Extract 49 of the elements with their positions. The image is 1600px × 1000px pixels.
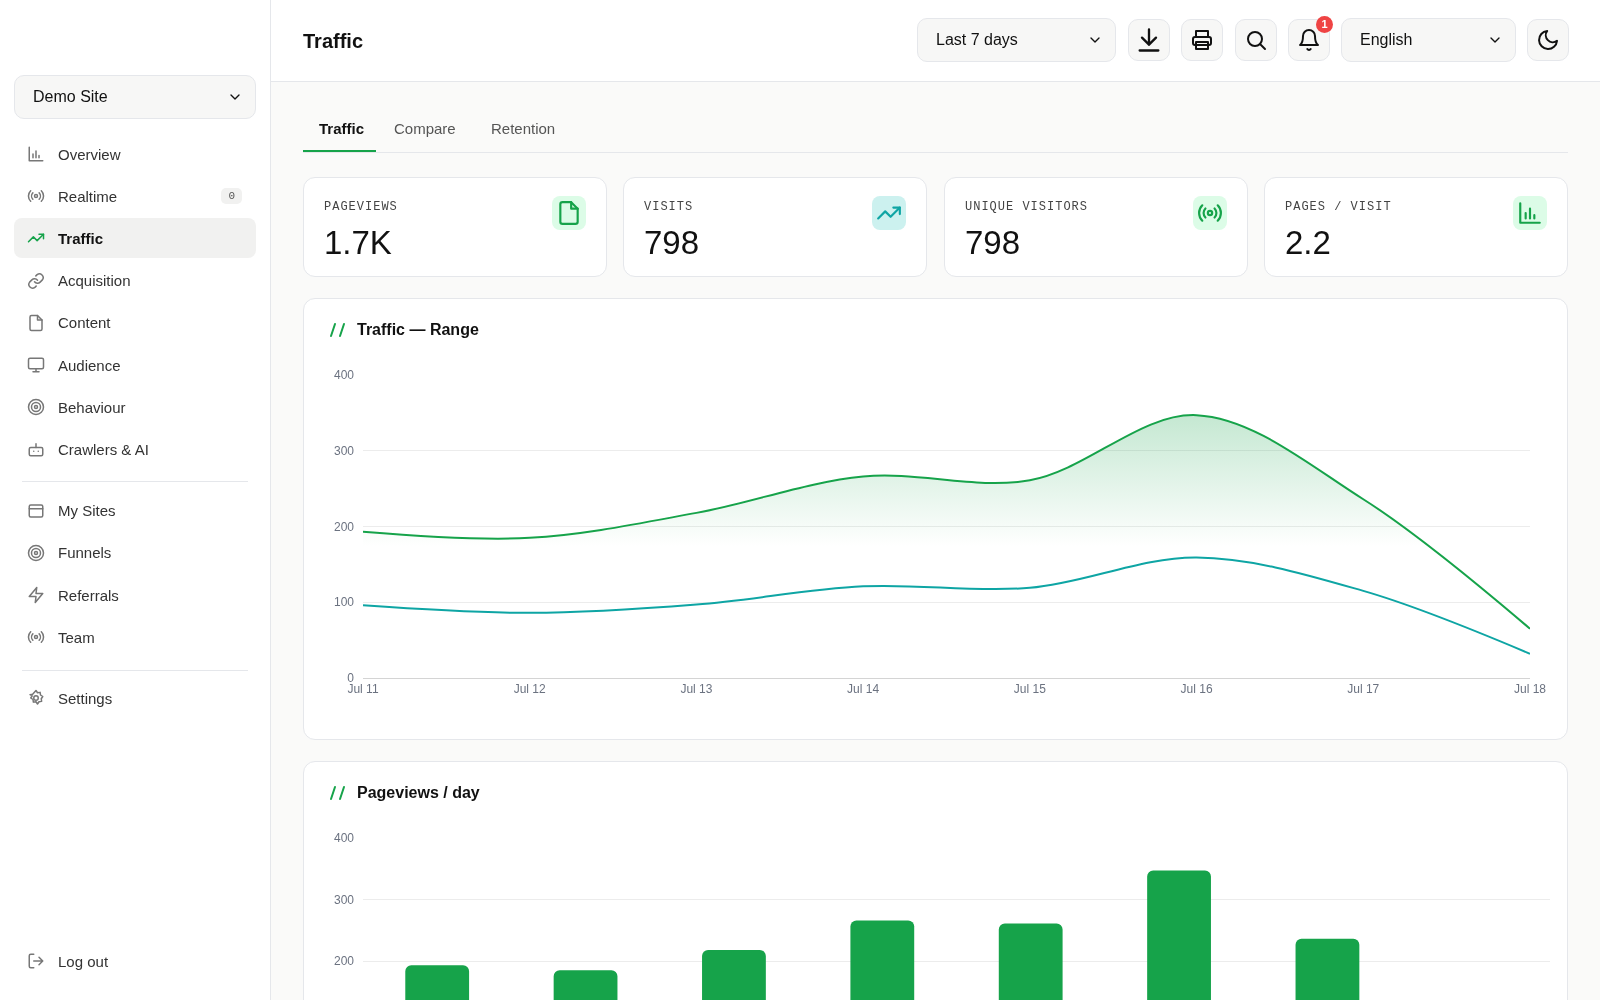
text: PAGES / VISIT	[1285, 200, 1392, 214]
text: Demo Site	[33, 88, 108, 106]
text: Traffic	[319, 120, 365, 137]
x-tick-label: Jul 15	[1013, 682, 1047, 697]
text: Team	[58, 628, 95, 646]
text: Content	[58, 314, 111, 332]
y-tick-label: 300	[333, 443, 355, 458]
y-tick-label: 200	[333, 519, 355, 534]
text: Traffic	[58, 229, 104, 247]
text: Acquisition	[58, 272, 131, 290]
y-tick-label: 100	[333, 595, 355, 610]
x-tick-label: Jul 16	[1180, 682, 1213, 697]
x-tick-label: Jul 13	[680, 682, 713, 697]
y-tick-label: 400	[333, 368, 355, 383]
text: VISITS	[644, 200, 694, 214]
text: Audience	[58, 356, 121, 374]
y-tick-label: 300	[333, 892, 355, 907]
text: 798	[965, 224, 1021, 262]
y-tick-label: 200	[333, 954, 355, 969]
text: Behaviour	[58, 398, 126, 416]
text: Referrals	[58, 586, 119, 604]
text: 2.2	[1285, 224, 1331, 262]
text: 798	[644, 224, 700, 262]
text: 0	[221, 188, 242, 205]
text: English	[1360, 31, 1413, 49]
x-tick-label: Jul 11	[347, 682, 379, 697]
text: UNIQUE VISITORS	[965, 200, 1089, 214]
chart-title: Pageviews / day	[357, 784, 480, 802]
x-tick-label: Jul 18	[1513, 682, 1547, 697]
chart-title: Traffic — Range	[357, 321, 479, 339]
x-tick-label: Jul 12	[513, 682, 547, 697]
text: Compare	[394, 120, 456, 137]
text: Crawlers & AI	[58, 440, 149, 458]
text: Funnels	[58, 544, 112, 562]
text: Overview	[58, 145, 121, 163]
text: Settings	[58, 689, 113, 707]
y-tick-label: 400	[333, 831, 355, 846]
text: My Sites	[58, 502, 116, 520]
text: Traffic	[303, 30, 364, 53]
text: Retention	[491, 120, 556, 137]
text: Last 7 days	[936, 31, 1018, 49]
text: Realtime	[58, 187, 118, 205]
text: 1	[1316, 16, 1333, 33]
line-series	[363, 556, 1530, 655]
text: Log out	[58, 952, 109, 970]
x-tick-label: Jul 17	[1347, 682, 1380, 697]
x-tick-label: Jul 14	[847, 682, 880, 697]
text: PAGEVIEWS	[324, 200, 398, 214]
text: 1.7K	[324, 224, 392, 262]
